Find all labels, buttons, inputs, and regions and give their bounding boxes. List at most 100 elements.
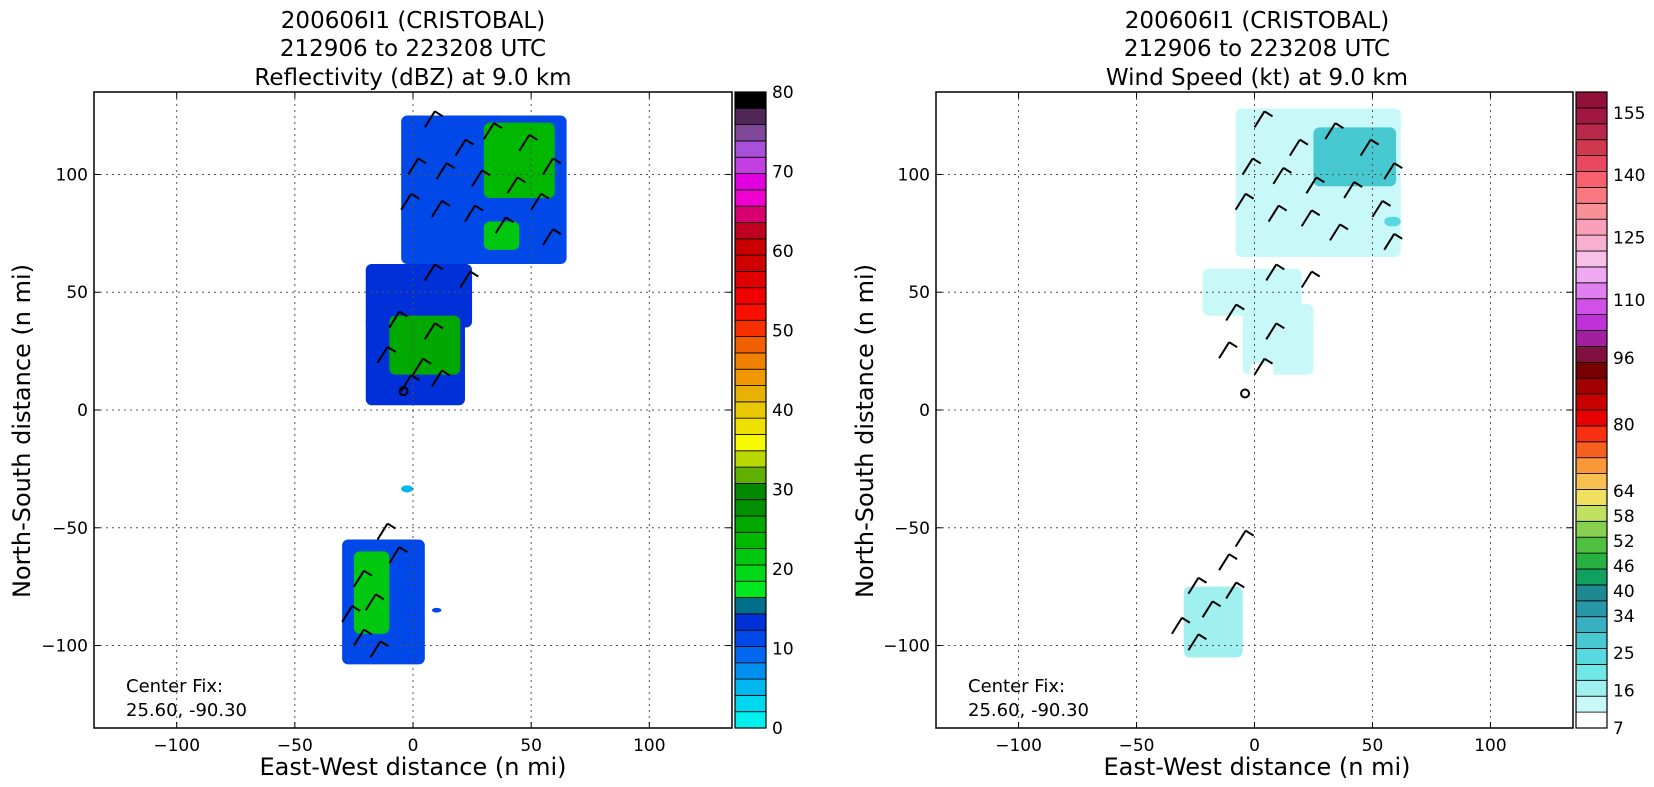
x-tick-label: −50 <box>1119 736 1155 756</box>
colorbar-tick-label: 7 <box>1613 719 1624 739</box>
wind-barb-staff <box>353 629 365 647</box>
wind-barb-staff <box>364 593 377 611</box>
colorbar-segment <box>1575 409 1608 427</box>
wind-barb-flag <box>363 628 373 636</box>
colorbar-segment <box>1575 234 1608 252</box>
wind-barb-flag <box>1353 181 1363 188</box>
colorbar-segment <box>1575 457 1608 475</box>
wind-barb-staff <box>388 311 401 329</box>
colorbar-segment <box>734 107 767 126</box>
field-cell <box>1249 362 1274 410</box>
colorbar-segment <box>734 287 767 305</box>
x-tick-label: 50 <box>520 736 542 756</box>
wind-barb-staff <box>435 162 448 180</box>
wind-barb-flag <box>387 522 397 530</box>
y-tick-label: 0 <box>77 401 88 421</box>
y-tick-label: −50 <box>52 519 88 539</box>
colorbar-tick-label: 10 <box>772 640 794 660</box>
wind-barb-staff <box>506 176 519 194</box>
colorbar-segment <box>1575 282 1608 300</box>
wind-barb-staff <box>1225 303 1238 322</box>
wind-barb-staff <box>1343 181 1355 199</box>
chart-title-line-2: 212906 to 223208 UTC <box>280 36 546 62</box>
center-fix-label: Center Fix: <box>968 676 1065 697</box>
colorbar-segment <box>1575 250 1608 268</box>
colorbar-segment <box>1575 520 1608 538</box>
wind-barb-staff <box>400 193 413 211</box>
colorbar-tick-label: 50 <box>772 322 794 342</box>
colorbar-segment <box>1575 632 1608 649</box>
field-cell <box>401 485 413 493</box>
wind-barb-staff <box>431 200 443 218</box>
wind-barb-staff <box>518 134 531 152</box>
colorbar-segment <box>734 597 767 615</box>
wind-barb-flag <box>516 176 527 184</box>
x-tick-label: 100 <box>633 736 665 756</box>
colorbar-frame <box>1575 91 1608 729</box>
x-tick-label: 50 <box>1362 736 1384 756</box>
colorbar-segment <box>734 450 767 468</box>
colorbar-segment <box>1575 695 1608 713</box>
colorbar-segment <box>1575 504 1608 522</box>
colorbar-tick-label: 40 <box>772 401 794 421</box>
wind-barb-flag <box>552 228 562 235</box>
x-tick-label: 0 <box>1249 736 1260 756</box>
wind-barb-flag <box>1235 303 1245 311</box>
wind-barb-staff <box>376 523 389 541</box>
wind-barb-flag <box>434 110 444 118</box>
colorbar-tick-label: 140 <box>1613 166 1645 186</box>
colorbar-segment <box>734 385 767 403</box>
wind-barb-flag <box>528 134 538 141</box>
wind-barb-flag <box>1278 204 1288 212</box>
wind-barb-flag <box>1263 357 1274 365</box>
colorbar-segment <box>1575 171 1608 188</box>
y-tick-label: −100 <box>41 637 88 657</box>
wind-barb-flag <box>1315 176 1325 184</box>
wind-barb-flag <box>1228 553 1238 561</box>
wind-barb-staff <box>423 322 436 340</box>
colorbar-segment <box>1575 91 1608 109</box>
chart-title-line-3: Wind Speed (kt) at 9.0 km <box>1106 65 1408 91</box>
wind-barb-staff <box>1201 600 1214 618</box>
colorbar-segment <box>734 482 767 501</box>
wind-barb-flag <box>1339 223 1349 231</box>
x-tick-label: 100 <box>1474 736 1506 756</box>
wind-barb-flag <box>410 192 420 200</box>
field-cell <box>483 122 555 198</box>
colorbar-segment <box>734 124 767 142</box>
colorbar-segment <box>1575 345 1608 363</box>
colorbar-tick-label: 110 <box>1613 291 1645 311</box>
colorbar-segment <box>734 711 767 729</box>
wind-barb-flag <box>1334 122 1344 129</box>
colorbar-segment <box>1575 489 1608 506</box>
chart-title-line-1: 200606I1 (CRISTOBAL) <box>1125 8 1389 34</box>
colorbar-segment <box>734 238 767 256</box>
colorbar-segment <box>1575 616 1608 634</box>
colorbar-tick-label: 16 <box>1613 682 1635 702</box>
x-tick-label: −100 <box>995 736 1042 756</box>
wind-barb-flag <box>446 162 456 170</box>
wind-barb-staff <box>376 346 389 364</box>
wind-barb-flag <box>540 192 550 200</box>
chart-title-line-1: 200606I1 (CRISTOBAL) <box>281 8 545 34</box>
wind-barb-staff <box>1187 633 1200 651</box>
x-tick-label: 0 <box>408 736 419 756</box>
colorbar-segment <box>1575 202 1608 220</box>
colorbar-segment <box>1575 584 1608 602</box>
wind-barb-staff <box>341 605 353 623</box>
colorbar-tick-label: 64 <box>1613 482 1635 502</box>
colorbar-tick-label: 70 <box>772 163 794 183</box>
field-cell <box>365 263 473 328</box>
colorbar-segment <box>1575 298 1608 316</box>
x-tick-label: −50 <box>277 736 313 756</box>
wind-barb-flag <box>417 157 427 165</box>
wind-barb-staff <box>1187 577 1200 595</box>
field-cell <box>1242 304 1314 375</box>
y-tick-label: 100 <box>898 165 930 185</box>
wind-speed-panel: 200606I1 (CRISTOBAL) 212906 to 223208 UT… <box>851 8 1645 781</box>
wind-barb-flag <box>387 346 397 353</box>
wind-barb-flag <box>1212 600 1222 608</box>
colorbar-tick-label: 52 <box>1613 532 1635 552</box>
wind-barb-staff <box>1241 157 1254 175</box>
